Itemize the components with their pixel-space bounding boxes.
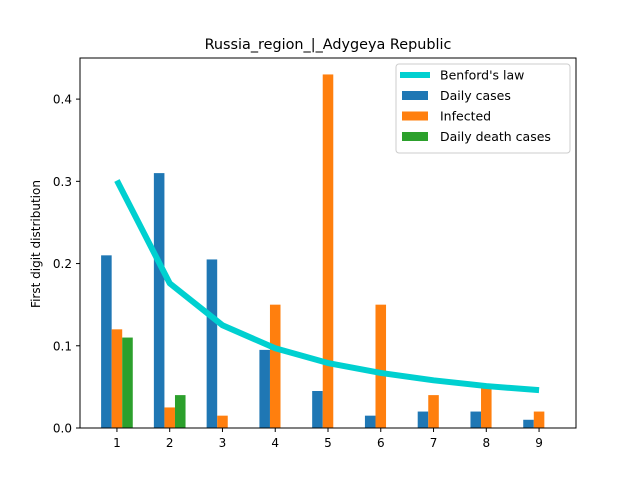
y-axis-label: First digit distribution — [29, 180, 43, 308]
y-tick-label-0.3: 0.3 — [53, 175, 72, 189]
bar-daily-death-cases-1 — [122, 337, 133, 428]
bar-infected-7 — [428, 395, 439, 428]
plot-area: 1 2 3 4 5 6 7 8 9 0.0 0.1 0.2 0.3 0.4 — [53, 57, 577, 450]
bar-infected-6 — [375, 304, 387, 428]
bar-infected-3 — [217, 415, 228, 428]
y-tick-label-0.4: 0.4 — [53, 93, 72, 107]
legend-box — [395, 63, 571, 154]
x-tick-label-4: 4 — [271, 436, 279, 450]
legend-swatch-daily-death-cases — [402, 132, 428, 141]
x-tick-label-5: 5 — [324, 436, 332, 450]
legend-swatch-daily-cases — [402, 91, 428, 100]
bar-daily-cases-2 — [153, 173, 165, 428]
x-tick-label-8: 8 — [482, 436, 490, 450]
bar-daily-death-cases-2 — [174, 395, 186, 428]
bar-infected-5 — [322, 74, 334, 428]
legend-label-daily-cases: Daily cases — [440, 88, 511, 103]
y-tick-label-0.1: 0.1 — [53, 339, 72, 353]
legend-label-daily-death-cases: Daily death cases — [440, 129, 551, 144]
bar-daily-cases-1 — [101, 255, 112, 428]
bar-infected-2 — [164, 407, 175, 428]
bar-infected-4 — [269, 304, 281, 428]
bar-daily-cases-3 — [206, 259, 218, 428]
x-tick-label-7: 7 — [430, 436, 438, 450]
bar-daily-cases-8 — [470, 411, 482, 428]
x-tick-label-1: 1 — [113, 436, 121, 450]
legend-swatch-infected — [402, 111, 428, 121]
y-tick-label-0.2: 0.2 — [53, 257, 72, 271]
y-tick-label-0.0: 0.0 — [53, 422, 72, 436]
legend: Benford's law Daily cases Infected Daily de… — [395, 63, 571, 154]
bar-daily-cases-4 — [259, 349, 270, 428]
x-tick-label-9: 9 — [535, 436, 543, 450]
bar-infected-9 — [533, 411, 545, 428]
x-tick-label-3: 3 — [219, 436, 227, 450]
x-tick-label-6: 6 — [377, 436, 385, 450]
bar-daily-cases-9 — [523, 419, 534, 428]
bar-infected-8 — [481, 386, 492, 428]
series-line-benford-s-law — [114, 179, 540, 394]
bar-daily-cases-6 — [364, 415, 376, 428]
bar-daily-cases-5 — [312, 391, 323, 428]
x-tick-label-2: 2 — [166, 436, 174, 450]
bar-infected-1 — [111, 329, 123, 428]
legend-label-infected: Infected — [440, 109, 491, 124]
chart-title: Russia_region_|_Adygeya Republic — [205, 37, 452, 53]
bar-daily-cases-7 — [417, 411, 429, 428]
legend-label-benford-s-law: Benford's law — [440, 68, 524, 83]
